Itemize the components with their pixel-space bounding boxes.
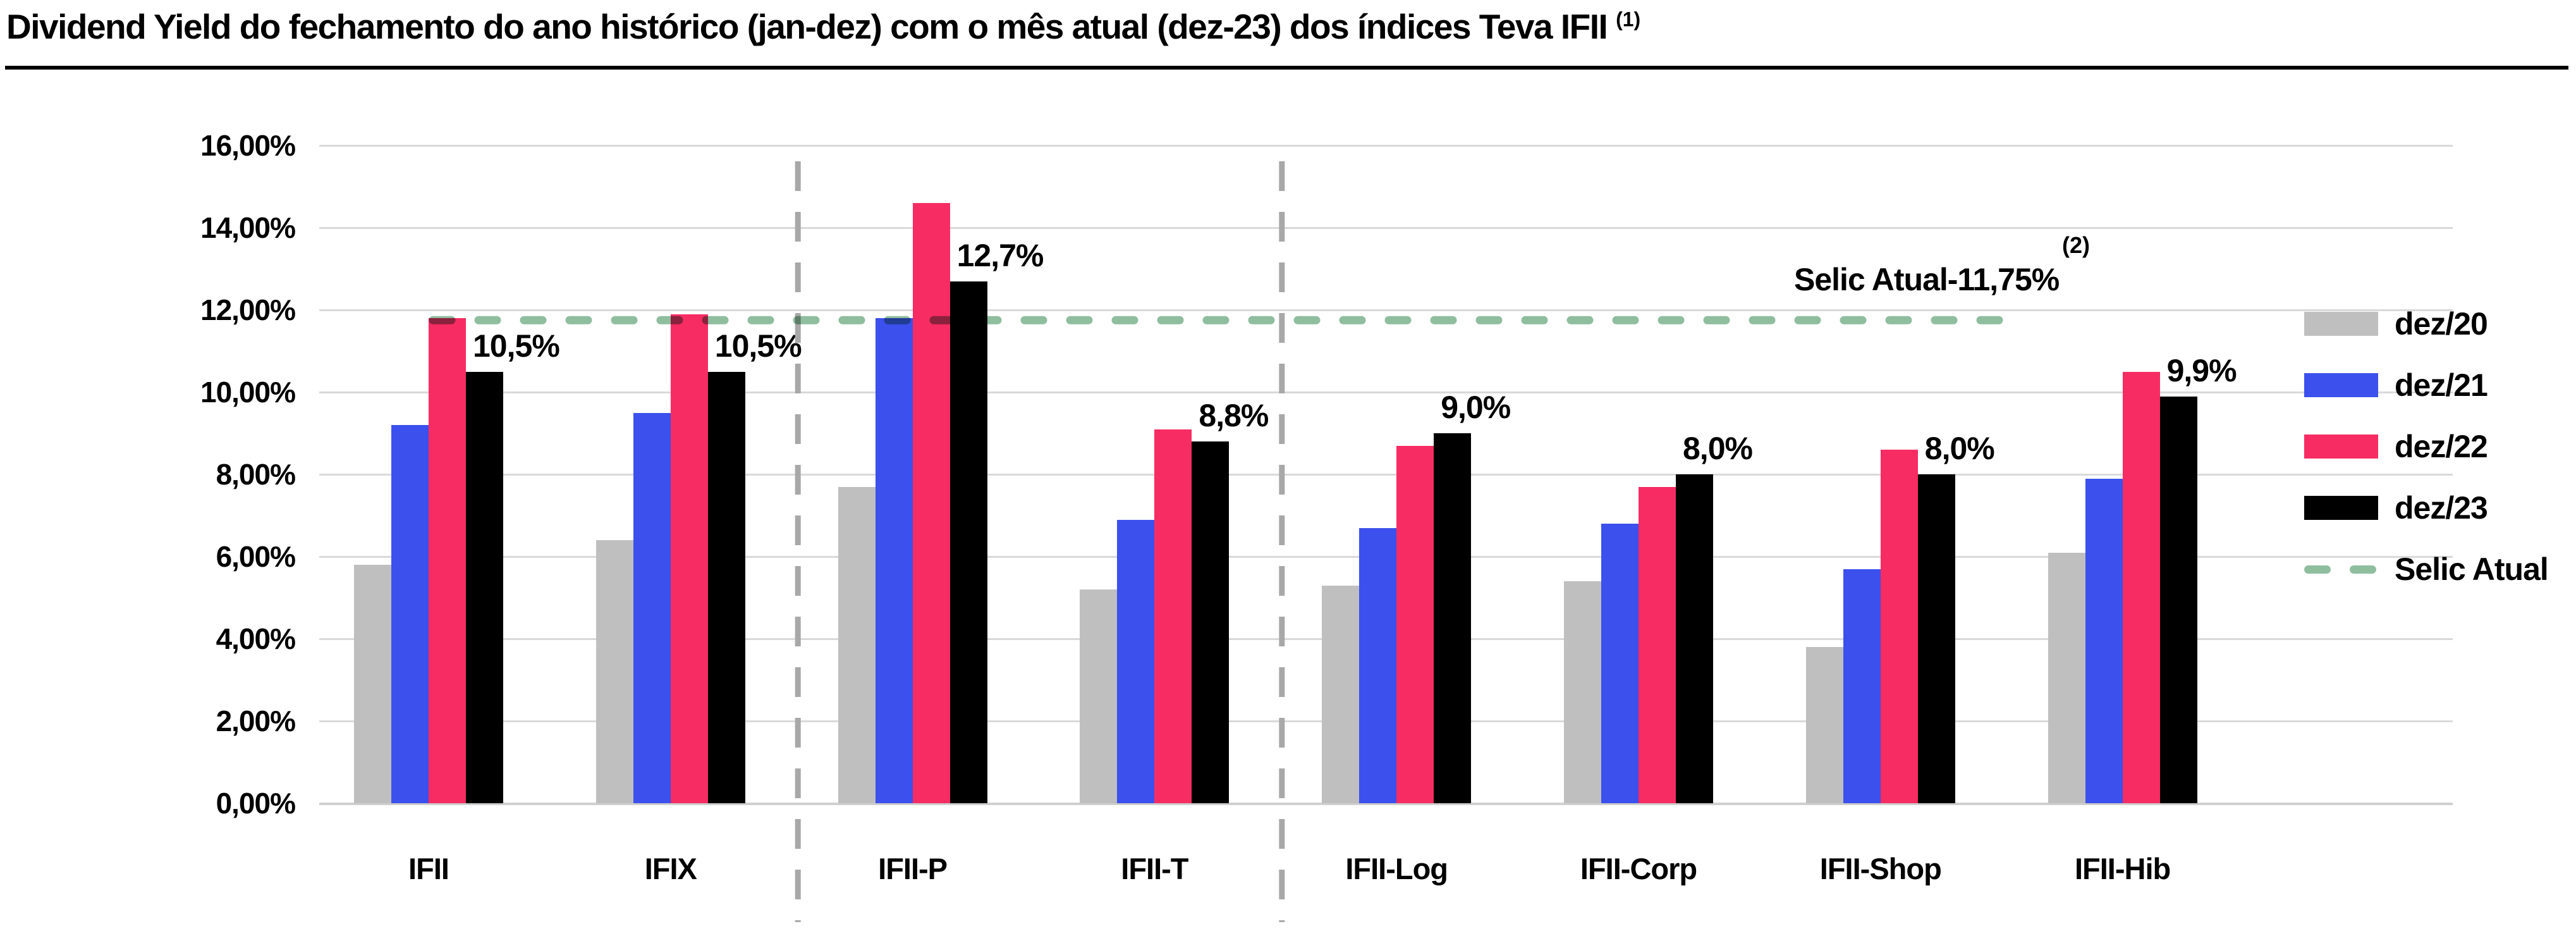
bar-value-label: 10,5% <box>473 328 560 364</box>
y-axis-tick-label: 6,00% <box>216 540 296 573</box>
y-axis-tick-label: 12,00% <box>200 293 296 326</box>
bar-dez/23-IFII-T <box>1192 441 1230 803</box>
legend-item-dez-20: dez/20 <box>2304 305 2488 342</box>
bar-value-label: 9,9% <box>2166 352 2237 388</box>
bar-dez/21-IFII-T <box>1117 519 1155 803</box>
title-superscript: (1) <box>1616 8 1641 31</box>
y-axis-tick-label: 4,00% <box>216 622 296 655</box>
bar-value-label: 8,0% <box>1683 431 1753 466</box>
bar-dez/20-IFII-P <box>838 486 876 803</box>
category-label-IFII-T: IFII-T <box>1121 852 1188 885</box>
gridline-0,00% <box>319 803 2453 805</box>
gridline-16,00% <box>319 145 2453 147</box>
bar-dez/21-IFII-Log <box>1359 527 1397 803</box>
bar-dez/22-IFII-Shop <box>1880 450 1918 803</box>
category-label-IFII-Hib: IFII-Hib <box>2074 852 2171 885</box>
legend-dashed-line-icon <box>2304 565 2378 574</box>
bar-dez/23-IFIX <box>707 371 745 803</box>
y-axis-tick-label: 2,00% <box>216 705 296 737</box>
legend-item-dez-23: dez/23 <box>2304 490 2488 526</box>
bar-value-label: 8,0% <box>1924 431 1995 466</box>
bar-value-label: 9,0% <box>1441 390 1511 425</box>
bar-dez/20-IFII-Log <box>1322 585 1360 803</box>
y-axis-tick-label: 0,00% <box>216 787 296 820</box>
bar-dez/22-IFIX <box>670 314 708 803</box>
y-axis-tick-label: 14,00% <box>200 211 296 244</box>
bar-dez/20-IFII-T <box>1080 589 1118 803</box>
legend-item-label: Selic Atual <box>2395 552 2549 587</box>
bar-dez/23-IFII <box>466 371 503 803</box>
bar-dez/22-IFII-Hib <box>2122 371 2160 803</box>
bar-dez/23-IFII-Log <box>1434 433 1472 803</box>
bar-value-label: 8,8% <box>1199 398 1269 433</box>
bar-dez/21-IFII-P <box>875 318 913 803</box>
legend-item-label: dez/20 <box>2395 306 2488 342</box>
bar-dez/22-IFII-Log <box>1396 445 1434 803</box>
bar-dez/21-IFIX <box>633 412 671 803</box>
bar-dez/20-IFIX <box>595 540 633 803</box>
legend-item-label: dez/21 <box>2395 367 2488 403</box>
bar-value-label: 12,7% <box>956 237 1044 273</box>
legend-swatch-icon <box>2304 312 2378 336</box>
category-label-IFII-Log: IFII-Log <box>1345 852 1448 885</box>
gridline-10,00% <box>319 391 2453 393</box>
legend-swatch-icon <box>2304 435 2378 459</box>
legend-item-label: dez/23 <box>2395 490 2488 526</box>
legend-swatch-icon <box>2304 373 2378 397</box>
bar-dez/21-IFII-Corp <box>1601 524 1639 803</box>
bar-dez/23-IFII-Corp <box>1676 474 1713 803</box>
legend-item-label: dez/22 <box>2395 429 2488 464</box>
bar-dez/21-IFII-Shop <box>1843 569 1881 803</box>
category-label-IFII: IFII <box>408 852 449 885</box>
bar-dez/22-IFII-T <box>1154 429 1192 803</box>
category-label-IFII-Corp: IFII-Corp <box>1580 852 1697 885</box>
bar-dez/23-IFII-Shop <box>1917 474 1955 803</box>
title-underline <box>5 66 2568 70</box>
bar-dez/23-IFII-Hib <box>2159 396 2197 803</box>
y-axis-tick-label: 8,00% <box>216 458 296 491</box>
bar-dez/20-IFII-Shop <box>1805 647 1843 803</box>
selic-annotation: (2) Selic Atual-11,75% <box>1794 232 2091 298</box>
bar-dez/21-IFII <box>391 425 429 803</box>
legend-item-dez-22: dez/22 <box>2304 428 2488 465</box>
legend-swatch-icon <box>2304 496 2378 520</box>
bar-dez/22-IFII-Corp <box>1639 486 1676 803</box>
selic-annotation-superscript: (2) <box>2062 232 2090 258</box>
bar-dez/20-IFII-Corp <box>1564 581 1601 803</box>
bar-dez/22-IFII <box>429 318 466 803</box>
gridline-8,00% <box>319 474 2453 476</box>
bar-dez/20-IFII <box>354 565 391 803</box>
bar-dez/20-IFII-Hib <box>2048 552 2085 803</box>
bar-dez/22-IFII-P <box>912 203 950 803</box>
selic-annotation-label: Selic Atual-11,75% <box>1794 262 2060 297</box>
bar-dez/23-IFII-P <box>949 281 987 803</box>
chart-title: Dividend Yield do fechamento do ano hist… <box>6 6 1640 47</box>
legend-item-selic-atual: Selic Atual <box>2304 551 2549 588</box>
gridline-14,00% <box>319 227 2453 229</box>
category-label-IFIX: IFIX <box>644 852 697 885</box>
category-label-IFII-Shop: IFII-Shop <box>1819 852 1942 885</box>
chart-title-text: Dividend Yield do fechamento do ano hist… <box>6 7 1616 46</box>
bar-value-label: 10,5% <box>714 328 802 364</box>
gridline-12,00% <box>319 309 2453 311</box>
y-axis-tick-label: 16,00% <box>200 129 296 162</box>
bar-dez/21-IFII-Hib <box>2085 478 2123 803</box>
legend-item-dez-21: dez/21 <box>2304 367 2488 404</box>
y-axis-tick-label: 10,00% <box>200 376 296 409</box>
category-label-IFII-P: IFII-P <box>878 852 948 885</box>
